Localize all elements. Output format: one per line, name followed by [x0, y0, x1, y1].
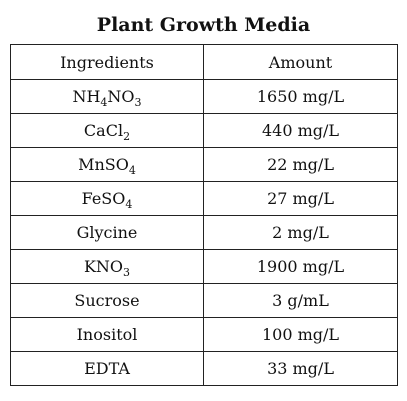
ingredient-cell: CaCl2: [10, 113, 204, 148]
header-row: Ingredients Amount: [10, 44, 398, 80]
ingredient-cell: FeSO4: [10, 181, 204, 216]
amount-cell: 22 mg/L: [203, 147, 398, 182]
page-title: Plant Growth Media: [96, 14, 311, 36]
ingredient-cell: Sucrose: [10, 283, 204, 318]
amount-cell: 33 mg/L: [203, 351, 398, 386]
formula-text: MnSO: [78, 155, 129, 174]
formula-text: EDTA: [84, 359, 130, 378]
amount-cell: 2 mg/L: [203, 215, 398, 250]
subscript: 4: [125, 198, 133, 211]
amount-cell: 440 mg/L: [203, 113, 398, 148]
amount-cell: 3 g/mL: [203, 283, 398, 318]
ingredient-cell: EDTA: [10, 351, 204, 386]
subscript: 3: [134, 96, 142, 109]
ingredients-column-header: Ingredients: [10, 44, 204, 80]
table-row: Inositol 100 mg/L: [10, 317, 398, 352]
subscript: 4: [128, 164, 136, 177]
subscript: 4: [100, 96, 108, 109]
amount-column-header: Amount: [203, 44, 398, 80]
subscript: 2: [123, 130, 131, 143]
amount-cell: 100 mg/L: [203, 317, 398, 352]
table-row: CaCl2 440 mg/L: [10, 113, 398, 148]
amount-cell: 27 mg/L: [203, 181, 398, 216]
table-row: Glycine 2 mg/L: [10, 215, 398, 250]
formula-text: Sucrose: [74, 291, 140, 310]
table-row: NH4NO3 1650 mg/L: [10, 79, 398, 114]
ingredient-cell: Glycine: [10, 215, 204, 250]
table-row: Sucrose 3 g/mL: [10, 283, 398, 318]
formula-text: NH: [72, 87, 101, 106]
table-row: KNO3 1900 mg/L: [10, 249, 398, 284]
formula-text: CaCl: [83, 121, 124, 140]
formula-text: Inositol: [76, 325, 138, 344]
ingredient-cell: NH4NO3: [10, 79, 204, 114]
table-header: Ingredients Amount: [10, 44, 398, 80]
table-row: MnSO4 22 mg/L: [10, 147, 398, 182]
media-table: Ingredients Amount NH4NO3 1650 mg/L CaCl2 4…: [10, 44, 398, 386]
table-row: EDTA 33 mg/L: [10, 351, 398, 386]
formula-text: Glycine: [76, 223, 138, 242]
ingredient-cell: MnSO4: [10, 147, 204, 182]
ingredient-cell: KNO3: [10, 249, 204, 284]
formula-text: NO: [107, 87, 135, 106]
amount-cell: 1900 mg/L: [203, 249, 398, 284]
table-row: FeSO4 27 mg/L: [10, 181, 398, 216]
ingredient-cell: Inositol: [10, 317, 204, 352]
table-body: NH4NO3 1650 mg/L CaCl2 440 mg/L MnSO4 22 mg/L…: [10, 79, 398, 386]
formula-text: FeSO: [81, 189, 126, 208]
formula-text: KNO: [83, 257, 124, 276]
amount-cell: 1650 mg/L: [203, 79, 398, 114]
subscript: 3: [123, 266, 131, 279]
